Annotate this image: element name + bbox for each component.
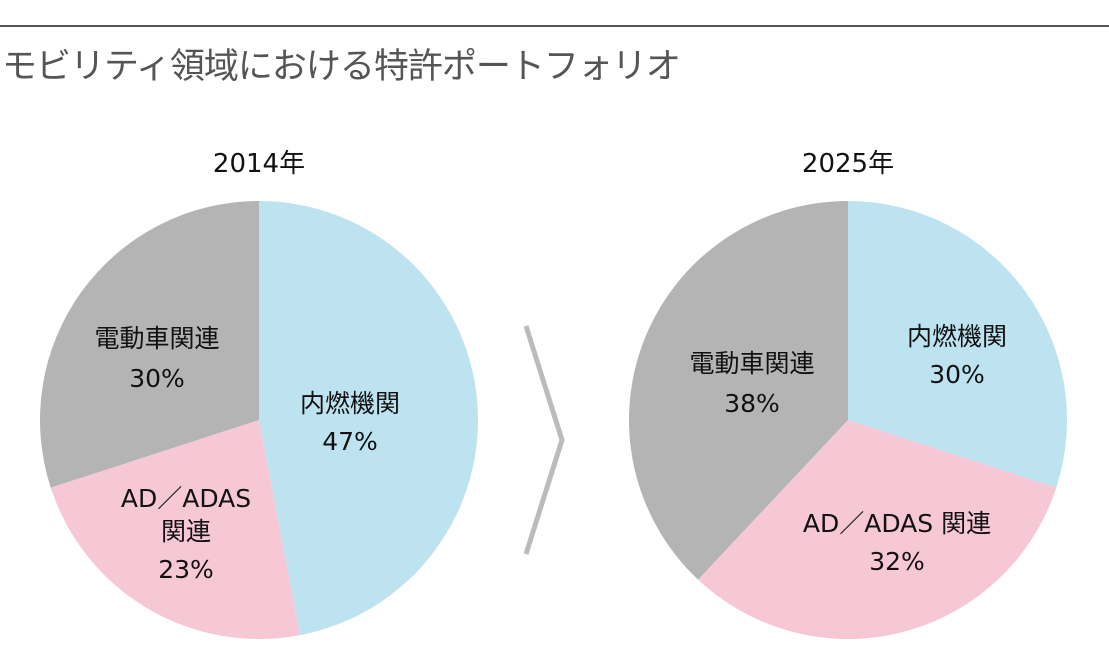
pie-title: 2014年	[213, 149, 305, 179]
pie-slice	[259, 201, 479, 636]
pie-slice	[698, 420, 1057, 640]
slice-value-label: 38%	[724, 389, 780, 418]
top-rule	[0, 25, 1109, 27]
pie-slice	[40, 201, 259, 488]
slice-value-label: 23%	[158, 555, 214, 584]
slice-label: 電動車関連	[689, 349, 814, 378]
pie-title: 2025年	[802, 149, 894, 179]
slice-label: AD／ADAS 関連	[803, 509, 991, 538]
slice-value-label: 32%	[869, 547, 925, 576]
slice-value-label: 30%	[129, 364, 185, 393]
slice-label: 内燃機関	[907, 322, 1007, 351]
slice-label: 電動車関連	[94, 324, 219, 353]
pie-slice	[50, 420, 301, 639]
slice-value-label: 30%	[929, 360, 985, 389]
slice-label: 内燃機関	[300, 389, 400, 418]
slice-label-part: 関連	[161, 517, 211, 546]
chevron-right-icon	[523, 325, 565, 555]
pie-slice	[848, 201, 1067, 488]
page-title: モビリティ領域における特許ポートフォリオ	[2, 47, 681, 87]
pie-slice	[629, 200, 848, 580]
slice-value-label: 47%	[322, 427, 378, 456]
slice-label-part: AD／ADAS	[121, 484, 251, 513]
